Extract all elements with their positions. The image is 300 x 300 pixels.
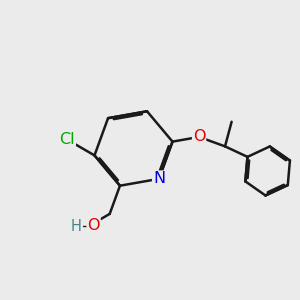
Text: O: O [193, 129, 205, 144]
Text: N: N [153, 171, 165, 186]
Text: O: O [87, 218, 100, 233]
Text: H: H [71, 219, 82, 234]
Text: Cl: Cl [59, 132, 75, 147]
